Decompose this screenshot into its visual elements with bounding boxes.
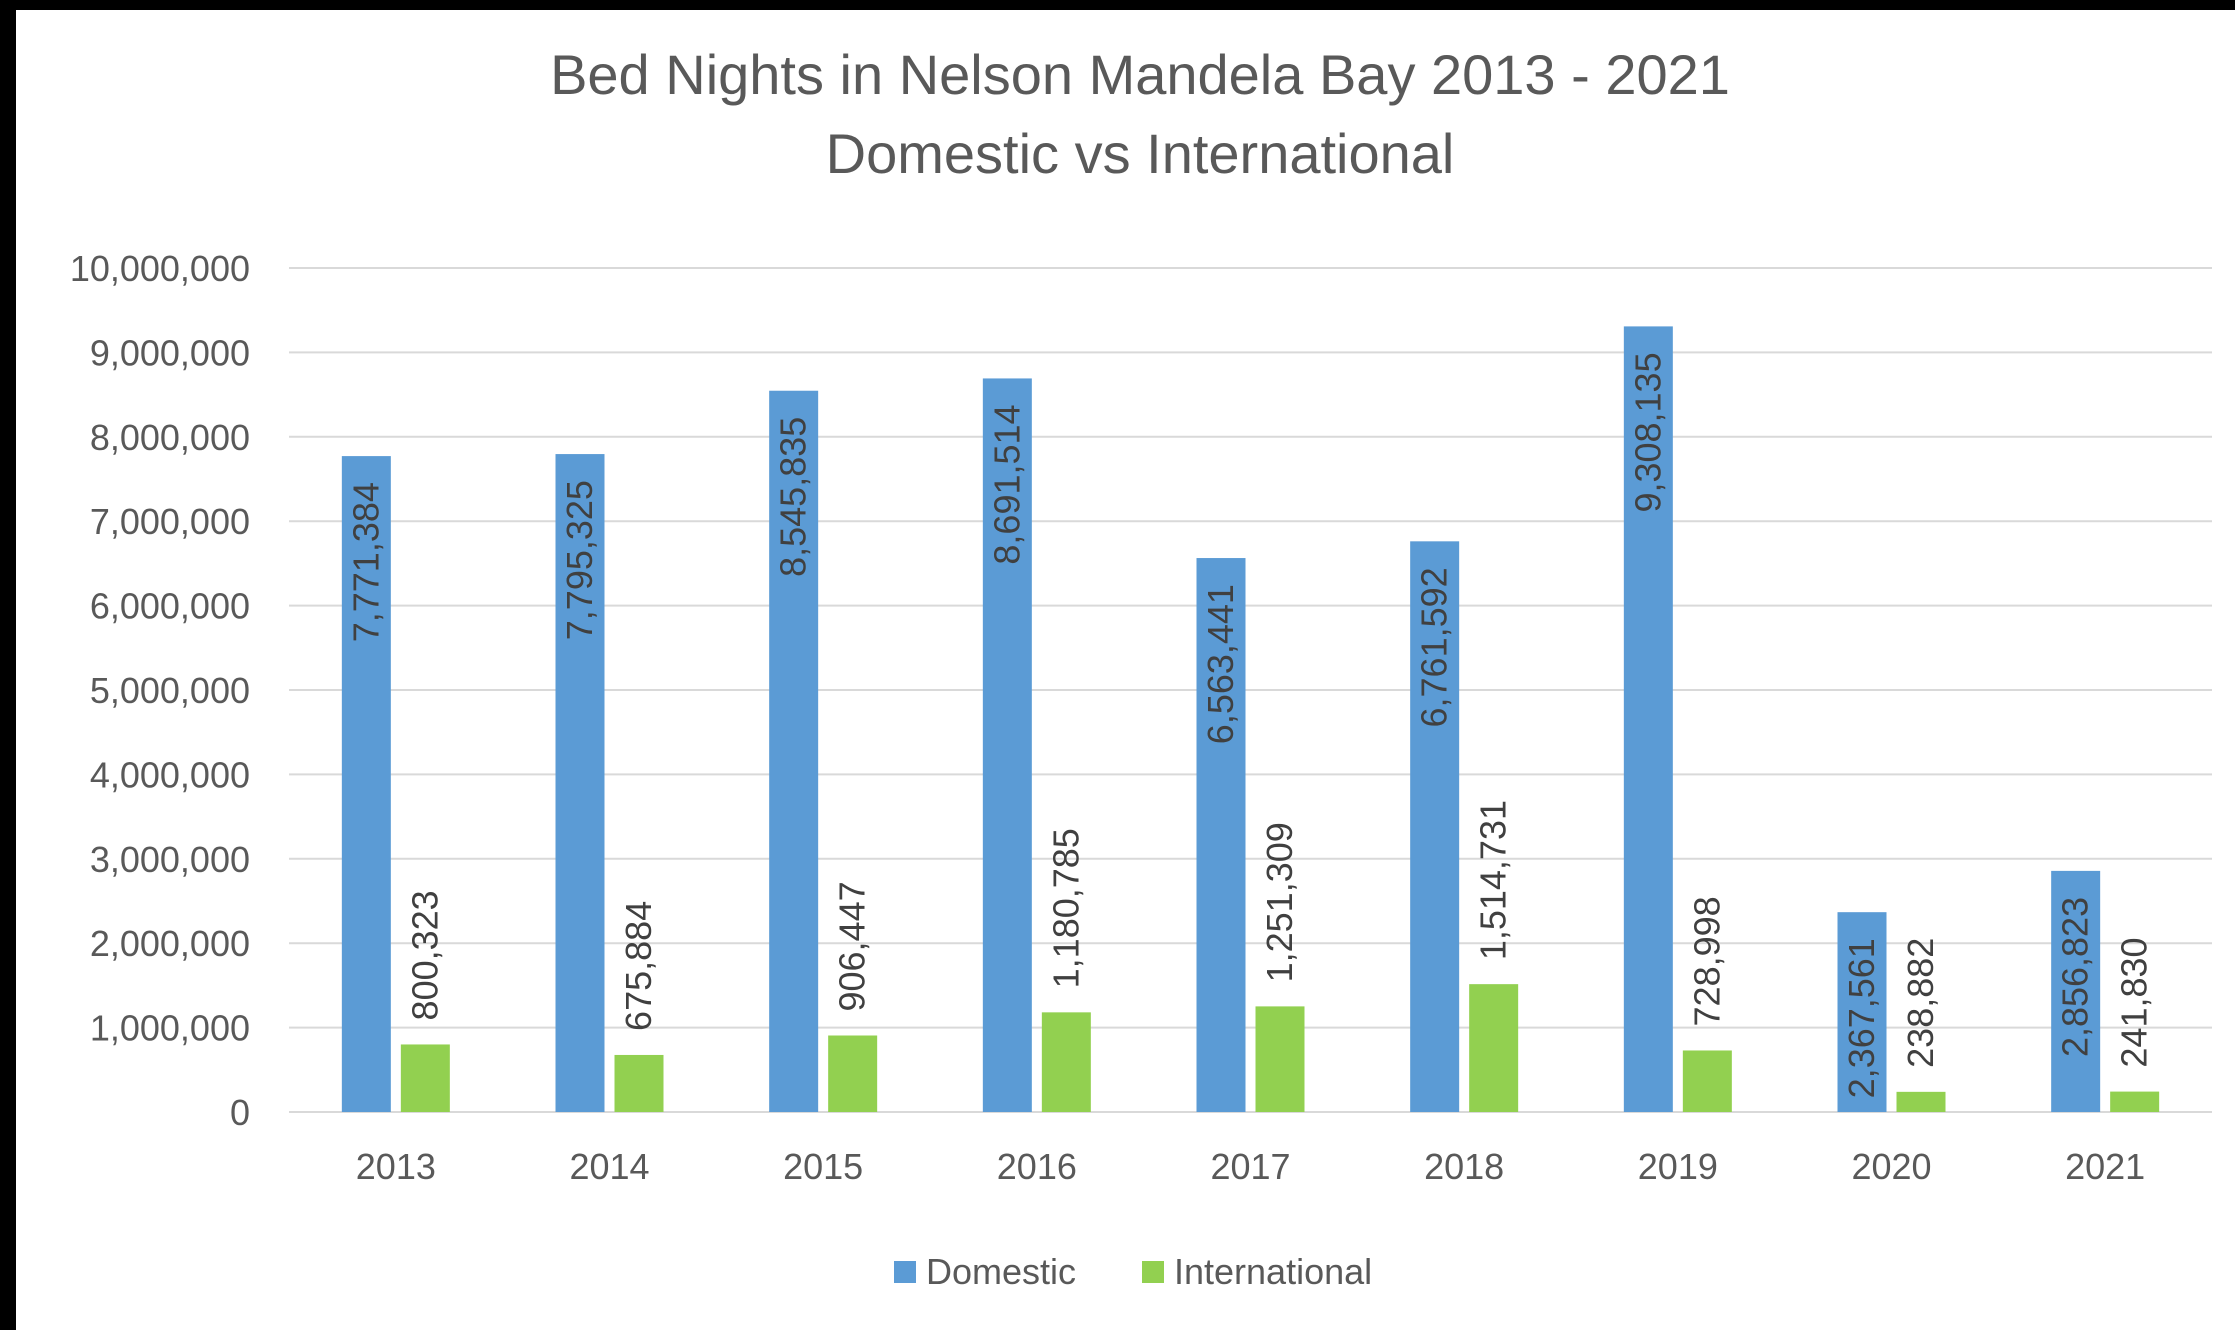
y-tick-label: 0 <box>230 1092 250 1133</box>
data-label: 1,251,309 <box>1259 822 1300 982</box>
domestic-bar <box>341 456 391 1112</box>
domestic-bar <box>2051 870 2101 1112</box>
data-label: 1,514,731 <box>1473 800 1514 960</box>
data-label: 675,884 <box>618 901 659 1031</box>
y-tick-label: 8,000,000 <box>90 417 250 458</box>
y-tick-label: 10,000,000 <box>70 248 250 289</box>
y-axis: 0 1,000,000 2,000,000 3,000,000 4,000,000 5,0… <box>70 248 250 1133</box>
international-bar <box>1896 1091 1946 1112</box>
domestic-bar <box>769 390 819 1112</box>
legend-swatch-domestic <box>894 1261 916 1283</box>
data-label: 728,998 <box>1686 896 1727 1026</box>
international-bar <box>2110 1091 2160 1112</box>
data-label: 906,447 <box>832 881 873 1011</box>
y-tick-label: 3,000,000 <box>90 839 250 880</box>
x-tick-label: 2021 <box>2065 1146 2145 1187</box>
chart-area: Bed Nights in Nelson Mandela Bay 2013 - … <box>16 10 2235 1330</box>
data-label: 6,563,441 <box>1200 584 1241 744</box>
legend: Domestic International <box>894 1251 1372 1292</box>
data-label: 238,882 <box>1900 938 1941 1068</box>
bar-chart: Bed Nights in Nelson Mandela Bay 2013 - … <box>70 43 2212 1292</box>
data-label: 8,545,835 <box>773 417 814 577</box>
x-tick-label: 2013 <box>356 1146 436 1187</box>
domestic-bar <box>1623 326 1673 1112</box>
data-label: 6,761,592 <box>1414 567 1455 727</box>
x-tick-label: 2020 <box>1851 1146 1931 1187</box>
y-tick-label: 9,000,000 <box>90 332 250 373</box>
international-bar <box>614 1054 664 1112</box>
domestic-bar <box>982 378 1032 1112</box>
data-label: 2,856,823 <box>2055 897 2096 1057</box>
legend-label: International <box>1174 1251 1372 1292</box>
international-bar <box>1255 1006 1305 1112</box>
chart-subtitle: Domestic vs International <box>826 122 1455 185</box>
y-tick-label: 5,000,000 <box>90 670 250 711</box>
data-labels: 7,771,384 800,323 7,795,325 675,884 8,545,83… <box>345 352 2154 1098</box>
x-tick-label: 2017 <box>1210 1146 1290 1187</box>
data-label: 9,308,135 <box>1627 352 1668 512</box>
data-label: 800,323 <box>404 890 445 1020</box>
data-label: 241,830 <box>2114 937 2155 1067</box>
gridlines <box>289 267 2212 1113</box>
x-tick-label: 2019 <box>1638 1146 1718 1187</box>
x-axis: 2013 2014 2015 2016 2017 2018 2019 2020 2021 <box>356 1146 2145 1187</box>
international-bar <box>400 1044 450 1112</box>
data-label: 1,180,785 <box>1045 828 1086 988</box>
x-tick-label: 2015 <box>783 1146 863 1187</box>
y-tick-label: 1,000,000 <box>90 1008 250 1049</box>
y-tick-label: 7,000,000 <box>90 501 250 542</box>
x-tick-label: 2018 <box>1424 1146 1504 1187</box>
international-bar <box>828 1035 878 1112</box>
international-bar <box>1469 984 1519 1112</box>
domestic-bar <box>555 454 605 1112</box>
international-bar <box>1682 1050 1732 1112</box>
x-tick-label: 2016 <box>997 1146 1077 1187</box>
data-label: 8,691,514 <box>986 404 1027 564</box>
legend-swatch-international <box>1142 1261 1164 1283</box>
data-label: 7,771,384 <box>345 482 386 642</box>
international-bar <box>1041 1012 1091 1112</box>
domestic-bar <box>1196 558 1246 1112</box>
legend-label: Domestic <box>926 1251 1076 1292</box>
bars <box>341 326 2160 1112</box>
y-tick-label: 4,000,000 <box>90 754 250 795</box>
y-tick-label: 2,000,000 <box>90 923 250 964</box>
chart-title: Bed Nights in Nelson Mandela Bay 2013 - … <box>550 43 1730 106</box>
y-tick-label: 6,000,000 <box>90 586 250 627</box>
domestic-bar <box>1837 912 1887 1112</box>
data-label: 2,367,561 <box>1841 938 1882 1098</box>
domestic-bar <box>1410 541 1460 1112</box>
x-tick-label: 2014 <box>569 1146 649 1187</box>
data-label: 7,795,325 <box>559 480 600 640</box>
